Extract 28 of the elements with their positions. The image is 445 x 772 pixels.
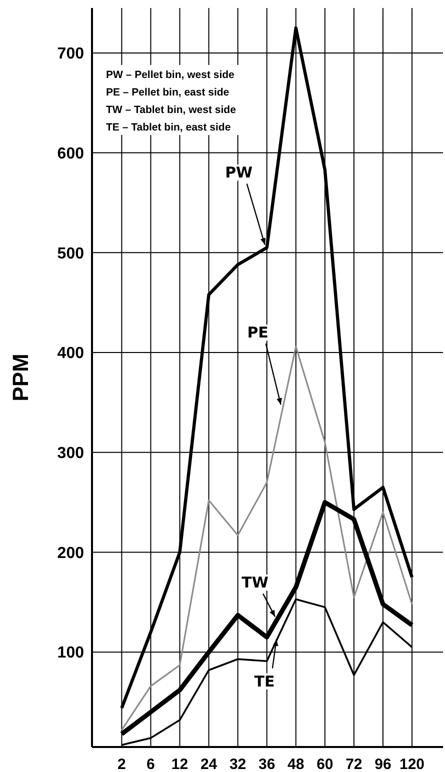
y-tick-label: 700	[57, 46, 84, 63]
x-tick-label: 60	[316, 756, 334, 772]
x-tick-label: 2	[118, 756, 126, 772]
annotation: PW – Pellet bin, west side	[106, 69, 235, 81]
y-tick-label: 500	[57, 245, 84, 262]
x-tick-label: 96	[374, 756, 392, 772]
x-tick-label: 32	[229, 756, 246, 772]
annotation: TW – Tablet bin, west side	[106, 104, 236, 116]
annotation: TE – Tablet bin, east side	[106, 122, 231, 134]
x-tick-label: 72	[346, 756, 362, 772]
y-tick-label: 600	[57, 145, 84, 162]
y-tick-label: 300	[57, 445, 84, 462]
x-tick-label: 6	[146, 756, 155, 772]
annotation: PE – Pellet bin, east side	[106, 86, 230, 98]
y-axis-title: PPM	[8, 354, 33, 402]
line-series	[120, 346, 413, 731]
x-tick-label: 12	[171, 756, 188, 772]
y-tick-label: 400	[57, 345, 84, 362]
x-tick-label: 48	[288, 756, 304, 772]
series-label: PE	[247, 324, 268, 342]
y-tick-label: 100	[57, 644, 84, 662]
series-label: PW	[225, 164, 254, 182]
x-tick-label: 24	[200, 756, 218, 772]
series-label: TW	[242, 574, 269, 592]
x-tick-label: 36	[258, 756, 276, 772]
x-tick-label: 120	[399, 756, 425, 772]
legend-label: TE	[254, 672, 275, 690]
y-tick-label: 200	[57, 544, 84, 562]
